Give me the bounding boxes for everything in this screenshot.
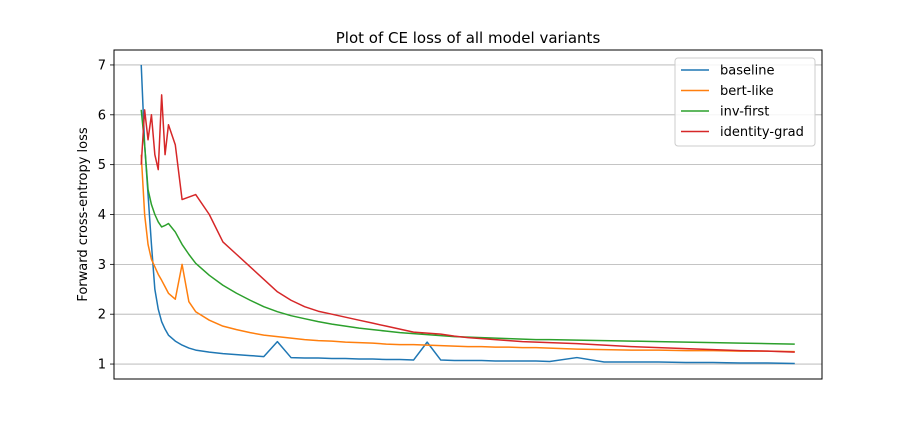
series-line-baseline <box>140 64 795 365</box>
series-lines <box>140 64 795 365</box>
legend: baseline bert-like inv-first identity-grad <box>674 57 816 147</box>
y-tick-label: 4 <box>98 208 106 223</box>
y-tick-label: 5 <box>98 158 106 173</box>
legend-label-inv-first: inv-first <box>720 105 769 120</box>
y-tick-label: 3 <box>98 258 106 273</box>
legend-label-identity-grad: identity-grad <box>720 125 804 140</box>
series-line-inv-first <box>140 109 795 345</box>
y-axis: 1 2 3 4 5 6 7 <box>98 58 114 373</box>
y-tick-label: 1 <box>98 358 106 373</box>
legend-label-baseline: baseline <box>720 64 774 79</box>
chart-title: Plot of CE loss of all model variants <box>336 29 601 47</box>
series-line-identity-grad <box>140 94 795 353</box>
y-tick-label: 6 <box>98 108 106 123</box>
y-axis-label: Forward cross-entropy loss <box>76 127 91 302</box>
y-tick-label: 7 <box>98 58 106 73</box>
series-line-bert-like <box>140 154 795 353</box>
legend-box <box>674 57 816 147</box>
y-tick-label: 2 <box>98 308 106 323</box>
legend-label-bert-like: bert-like <box>720 84 774 99</box>
